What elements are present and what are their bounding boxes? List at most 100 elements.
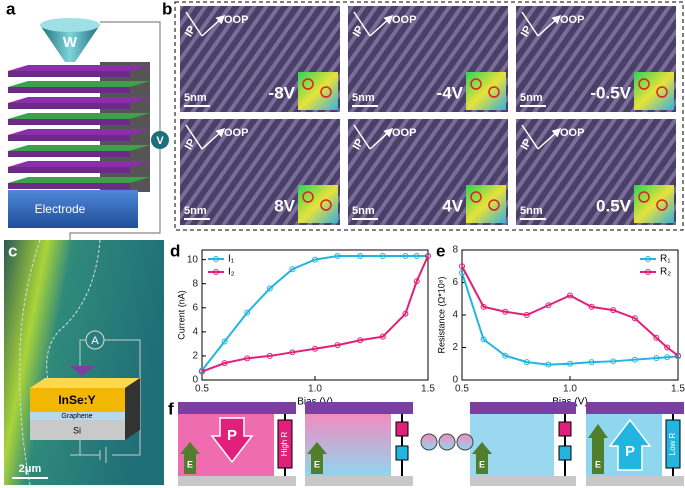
state: E — [305, 402, 413, 486]
data-point — [545, 302, 552, 309]
tem-image: IP OOP 5nm 4V — [348, 119, 508, 225]
data-point — [610, 358, 617, 365]
wire — [79, 339, 141, 456]
state: E Low R P — [586, 402, 684, 486]
x-tick-label: 0.5 — [455, 384, 469, 395]
data-point — [413, 278, 420, 285]
field-arrow — [307, 442, 327, 474]
scale-label: 2μm — [19, 463, 42, 475]
shape: E High R P E E E Low R P — [178, 402, 684, 486]
field-label: E — [595, 459, 601, 469]
slab — [8, 71, 130, 77]
axis-label: IP — [183, 137, 199, 152]
meter — [85, 330, 105, 350]
marker-ring — [656, 199, 668, 211]
electrode-top — [470, 402, 576, 414]
inset-map — [298, 185, 338, 223]
tip-top — [40, 18, 100, 32]
data-point — [664, 344, 671, 351]
y-axis-label: Current (nA) — [176, 290, 186, 340]
slab — [8, 177, 150, 183]
layer — [30, 420, 125, 440]
field-label: E — [187, 459, 193, 469]
axis-arrows — [185, 12, 224, 37]
tip — [40, 22, 100, 62]
inset-map — [466, 72, 506, 110]
series-line — [461, 265, 679, 357]
y-tick-label: 10 — [187, 254, 199, 265]
polarization-label: P — [625, 443, 635, 460]
axis-label: IP — [519, 137, 535, 152]
data-point — [523, 312, 530, 318]
state: E — [470, 402, 576, 486]
data-point — [312, 345, 318, 352]
shape: IP OOP 5nm -8V IP OOP 5nm -4V IP OOP 5nm -0.5V IP OOP… — [180, 6, 676, 225]
data-point — [675, 352, 681, 359]
layer-label: Si — [73, 425, 81, 435]
slab — [8, 103, 130, 109]
marker-ring — [656, 86, 668, 98]
substrate — [586, 476, 684, 486]
voltage-label: 0.5V — [596, 196, 632, 215]
data-point — [631, 315, 638, 322]
panel-c: c A InSe:Y Graphene Si 2μm — [4, 239, 164, 486]
x-tick-label: 1.5 — [671, 384, 685, 395]
data-point — [588, 359, 595, 366]
data-point — [425, 253, 431, 260]
voltage-label: 8V — [274, 196, 295, 215]
legend-marker — [213, 256, 219, 262]
data-point — [459, 263, 465, 270]
axis-label: IP — [519, 24, 535, 39]
slab — [8, 81, 150, 87]
data-point — [334, 253, 341, 260]
source-label: V — [156, 135, 164, 147]
legend-marker — [645, 256, 651, 262]
data-point — [199, 368, 205, 375]
slab — [8, 129, 150, 135]
slab — [8, 87, 130, 93]
data-point — [502, 308, 509, 315]
tip-label: W — [63, 34, 78, 51]
data-point — [610, 307, 617, 314]
data-point — [312, 256, 318, 263]
plot-frame — [461, 249, 679, 381]
domain — [420, 433, 438, 451]
panel-label: b — [162, 0, 172, 18]
marker-ring — [638, 191, 650, 203]
marker-ring — [488, 86, 500, 98]
voltage-label: -0.5V — [590, 83, 631, 102]
electrode-top — [586, 402, 684, 414]
data-point — [221, 338, 228, 345]
data-point — [357, 253, 364, 260]
domain — [438, 433, 456, 451]
axis-arrows — [185, 125, 224, 150]
scale-label: 5nm — [352, 205, 375, 217]
polarization-arrow — [210, 417, 254, 464]
afm-image — [4, 240, 164, 485]
data-point — [523, 359, 530, 366]
y-tick-label: 0 — [192, 375, 198, 386]
legend-label: I₁ — [228, 254, 235, 265]
resistor — [395, 421, 409, 437]
axis-arrows — [353, 12, 392, 37]
voltage-label: -8V — [269, 83, 296, 102]
scale-label: 5nm — [520, 92, 543, 104]
resistor — [277, 419, 293, 469]
y-tick-label: 4 — [452, 310, 458, 321]
layer-label: InSe:Y — [58, 393, 95, 407]
substrate — [178, 476, 296, 486]
y-tick-label: 8 — [452, 245, 458, 256]
axis-label: OOP — [224, 14, 248, 26]
axis-label: IP — [351, 24, 367, 39]
slab — [8, 145, 150, 151]
axis-label: OOP — [224, 127, 248, 139]
substrate — [305, 476, 413, 486]
data-point — [289, 266, 296, 273]
series-line — [461, 272, 679, 366]
edge — [46, 239, 101, 391]
slab — [8, 119, 130, 125]
series-line — [201, 255, 429, 373]
marker-ring — [638, 78, 650, 90]
